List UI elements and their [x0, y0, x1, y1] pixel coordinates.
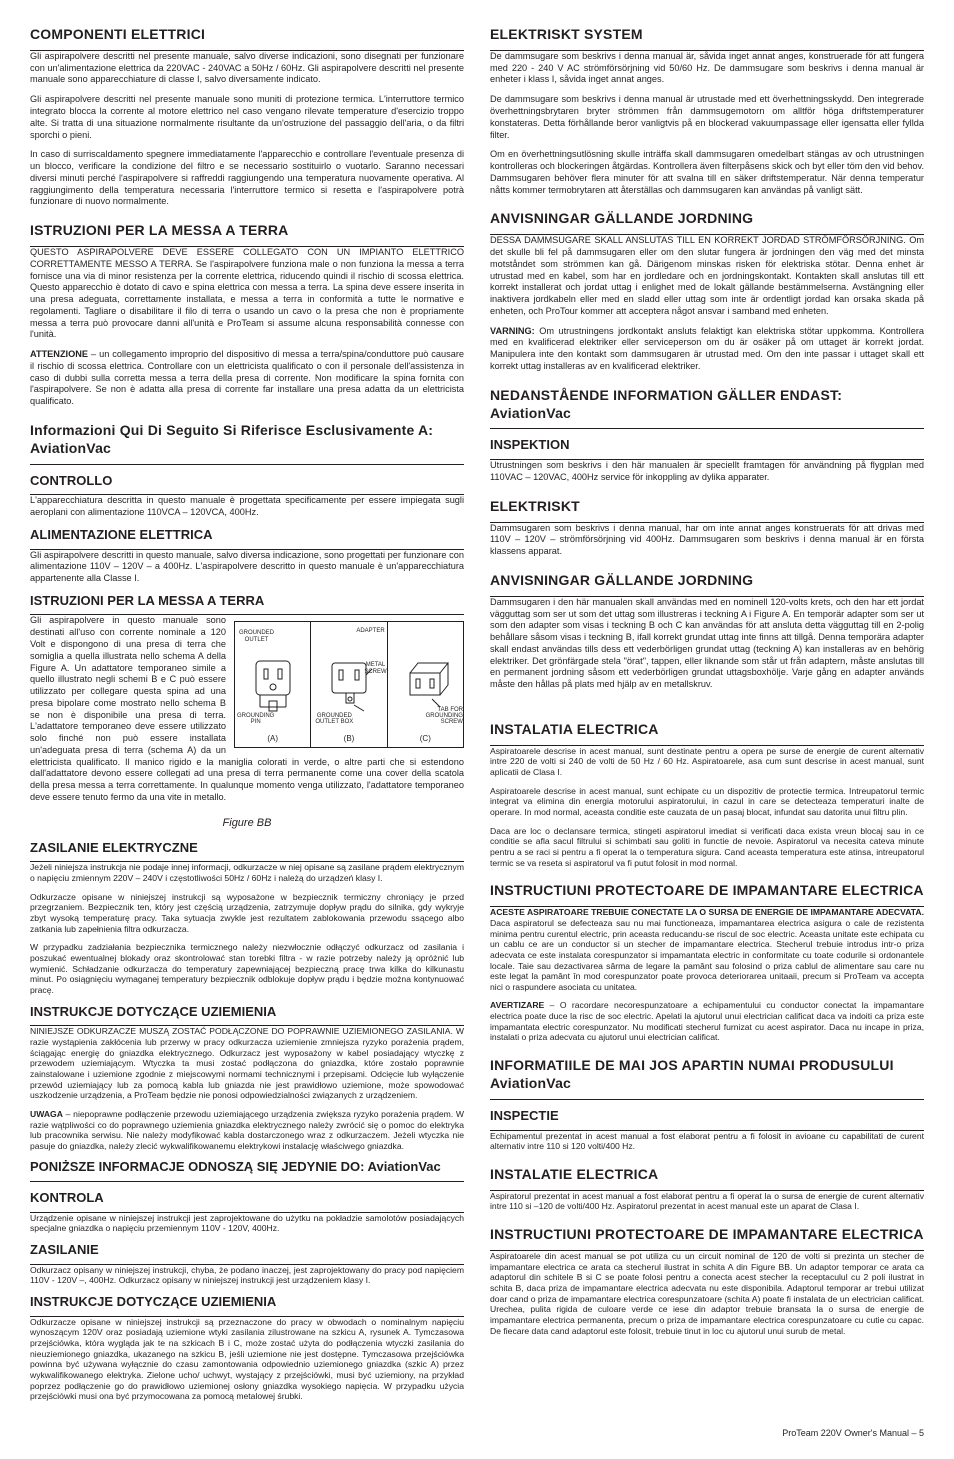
- plug-a-icon: [250, 655, 296, 715]
- heading-inspektion: INSPEKTION: [490, 437, 924, 454]
- para: Aspiratorul prezentat in acest manual a …: [490, 1191, 924, 1212]
- para: Daca are loc o declansare termica, sting…: [490, 826, 924, 869]
- para: L'apparecchiatura descritta in questo ma…: [30, 495, 464, 519]
- heading-instalatie: INSTALATIE ELECTRICA: [490, 1166, 924, 1184]
- heading-kontrola: KONTROLA: [30, 1190, 464, 1207]
- figure-cell-c: TAB FORGROUNDING SCREW (C): [388, 622, 463, 747]
- figure-cell-a: GROUNDEDOUTLET GROUNDINGPIN (A): [235, 622, 311, 747]
- heading-elektriskt: ELEKTRISKT: [490, 498, 924, 516]
- para: Dammsugaren som beskrivs i denna manual,…: [490, 523, 924, 558]
- para: DESSA DAMMSUGARE SKALL ANSLUTAS TILL EN …: [490, 235, 924, 317]
- para: Echipamentul prezentat in acest manual a…: [490, 1131, 924, 1152]
- para: Gli aspirapolvere descritti nel presente…: [30, 51, 464, 86]
- para: NINIEJSZE ODKURZACZE MUSZĄ ZOSTAĆ PODŁĄC…: [30, 1026, 464, 1101]
- para: Urządzenie opisane w niniejszej instrukc…: [30, 1213, 464, 1234]
- para: Aspiratoarele descrise in acest manual, …: [490, 746, 924, 778]
- heading-istruzioni-terra-2: ISTRUZIONI PER LA MESSA A TERRA: [30, 593, 464, 610]
- heading-controllo: CONTROLLO: [30, 473, 464, 490]
- heading-istruzioni-terra-1: ISTRUZIONI PER LA MESSA A TERRA: [30, 222, 464, 240]
- heading-zasilanie-pl: ZASILANIE ELEKTRYCZNE: [30, 840, 464, 857]
- heading-uziemienie-2: INSTRUKCJE DOTYCZĄCE UZIEMIENIA: [30, 1294, 464, 1311]
- heading-instructiuni-1: INSTRUCTIUNI PROTECTOARE DE IMPAMANTARE …: [490, 882, 924, 900]
- heading-inspectie: INSPECTIE: [490, 1108, 924, 1125]
- heading-instalatia: INSTALATIA ELECTRICA: [490, 721, 924, 739]
- heading-aviationvac-sv: NEDANSTÅENDE INFORMATION GÄLLER ENDAST: …: [490, 387, 924, 423]
- para: Dammsugaren i den här manualen skall anv…: [490, 597, 924, 691]
- heading-elektriskt-system: ELEKTRISKT SYSTEM: [490, 26, 924, 44]
- heading-uziemienie-1: INSTRUKCJE DOTYCZĄCE UZIEMIENIA: [30, 1004, 464, 1021]
- para: Gli aspirapolvere descritti nel presente…: [30, 94, 464, 141]
- para: ACESTE ASPIRATOARE TREBUIE CONECTATE LA …: [490, 907, 924, 992]
- para: Jeżeli niniejsza instrukcja nie podaje i…: [30, 862, 464, 883]
- para: AVERTIZARE – O racordare necorespunzatoa…: [490, 1000, 924, 1043]
- figure-bb: GROUNDEDOUTLET GROUNDINGPIN (A): [234, 621, 464, 748]
- heading-componenti: COMPONENTI ELETTRICI: [30, 26, 464, 44]
- figure-cell-b: GROUNDEDOUTLET BOX ADAPTER METALSCREW: [311, 622, 387, 747]
- para: W przypadku zadziałania bezpiecznika ter…: [30, 942, 464, 995]
- heading-alimentazione: ALIMENTAZIONE ELETTRICA: [30, 527, 464, 544]
- heading-anvisningar-2: ANVISNINGAR GÄLLANDE JORDNING: [490, 572, 924, 590]
- para: Gli aspirapolvere descritti in questo ma…: [30, 550, 464, 585]
- para: De dammsugare som beskrivs i denna manua…: [490, 94, 924, 141]
- para: De dammsugare som beskrivs i denna manua…: [490, 51, 924, 86]
- para: Om en överhettningsutlösning skulle intr…: [490, 149, 924, 196]
- page-footer: ProTeam 220V Owner's Manual – 5: [30, 1428, 924, 1440]
- heading-aviationvac-it: Informazioni Qui Di Seguito Si Riferisce…: [30, 422, 464, 458]
- heading-aviationvac-ro: INFORMATIILE DE MAI JOS APARTIN NUMAI PR…: [490, 1057, 924, 1093]
- heading-instructiuni-2: INSTRUCTIUNI PROTECTOARE DE IMPAMANTARE …: [490, 1226, 924, 1244]
- para: Aspiratoarele descrise in acest manual, …: [490, 786, 924, 818]
- heading-anvisningar-1: ANVISNINGAR GÄLLANDE JORDNING: [490, 210, 924, 228]
- para: Utrustningen som beskrivs i den här manu…: [490, 460, 924, 484]
- para: UWAGA – niepoprawne podłączenie przewodu…: [30, 1109, 464, 1152]
- para: ATTENZIONE – un collegamento improprio d…: [30, 349, 464, 408]
- para: VARNING: Om utrustningens jordkontakt an…: [490, 326, 924, 373]
- para: Odkurzacze opisane w niniejszej instrukc…: [30, 1317, 464, 1402]
- para: Odkurzacz opisany w niniejszej instrukcj…: [30, 1265, 464, 1286]
- para: In caso di surriscaldamento spegnere imm…: [30, 149, 464, 208]
- para: Aspiratoarele din acest manual se pot ut…: [490, 1251, 924, 1336]
- heading-zasilanie: ZASILANIE: [30, 1242, 464, 1259]
- heading-aviationvac-pl: PONIŻSZE INFORMACJE ODNOSZĄ SIĘ JEDYNIE …: [30, 1159, 464, 1176]
- para: Odkurzacze opisane w niniejszej instrukc…: [30, 892, 464, 935]
- para: QUESTO ASPIRAPOLVERE DEVE ESSERE COLLEGA…: [30, 247, 464, 341]
- figure-caption: Figure BB: [30, 816, 464, 830]
